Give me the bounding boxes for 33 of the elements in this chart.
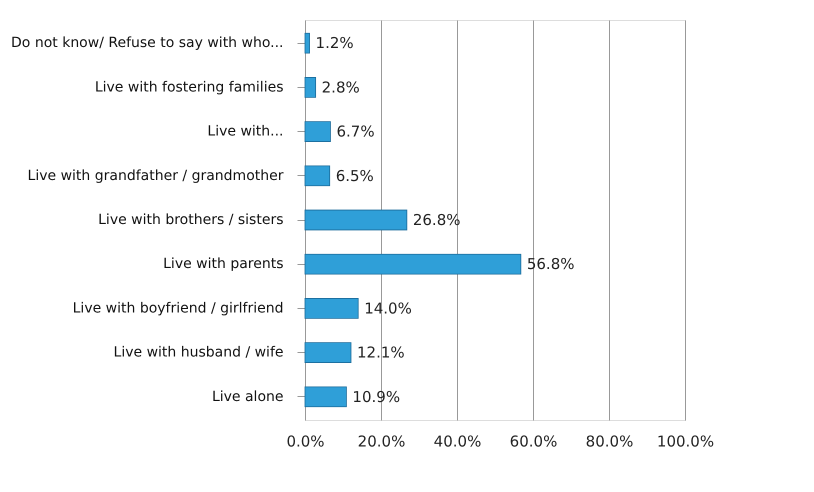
- x-tick-label: 20.0%: [358, 432, 406, 450]
- data-label: 6.7%: [336, 122, 375, 141]
- data-label: 6.5%: [336, 166, 374, 185]
- x-tick-label: 40.0%: [434, 432, 482, 450]
- x-tick-label: 0.0%: [286, 432, 325, 450]
- y-tick-label: Live with brothers / sisters: [98, 212, 284, 228]
- x-tick-label: 60.0%: [510, 432, 558, 450]
- bar: [304, 210, 408, 230]
- bar: [304, 254, 522, 275]
- y-tick-label: Live with...: [207, 124, 284, 140]
- y-tick-label: Live with boyfriend / girlfriend: [72, 300, 284, 316]
- bar: [304, 121, 331, 142]
- bar: [304, 298, 359, 319]
- y-tick-label: Live with husband / wife: [114, 344, 284, 361]
- data-label: 12.1%: [356, 344, 405, 362]
- bar: [304, 77, 316, 98]
- bar: [304, 342, 352, 363]
- y-tick-label: Live with parents: [163, 256, 284, 272]
- bar: [304, 165, 330, 186]
- y-tick-label: Live with grandfather / grandmother: [28, 168, 284, 184]
- x-tick-label: 100.0%: [656, 432, 714, 450]
- y-tick-label: Live alone: [212, 388, 284, 405]
- bar: [304, 32, 310, 54]
- y-tick-label: Do not know/ Refuse to say with who...: [11, 35, 284, 52]
- x-tick-label: 80.0%: [586, 432, 634, 450]
- bar: [304, 386, 347, 408]
- data-label: 2.8%: [322, 78, 360, 96]
- data-label: 56.8%: [526, 255, 574, 274]
- data-label: 26.8%: [412, 211, 460, 229]
- y-tick-label: Live with fostering families: [94, 79, 284, 96]
- data-label: 14.0%: [364, 299, 412, 318]
- data-label: 10.9%: [352, 388, 400, 406]
- data-label: 1.2%: [316, 34, 354, 52]
